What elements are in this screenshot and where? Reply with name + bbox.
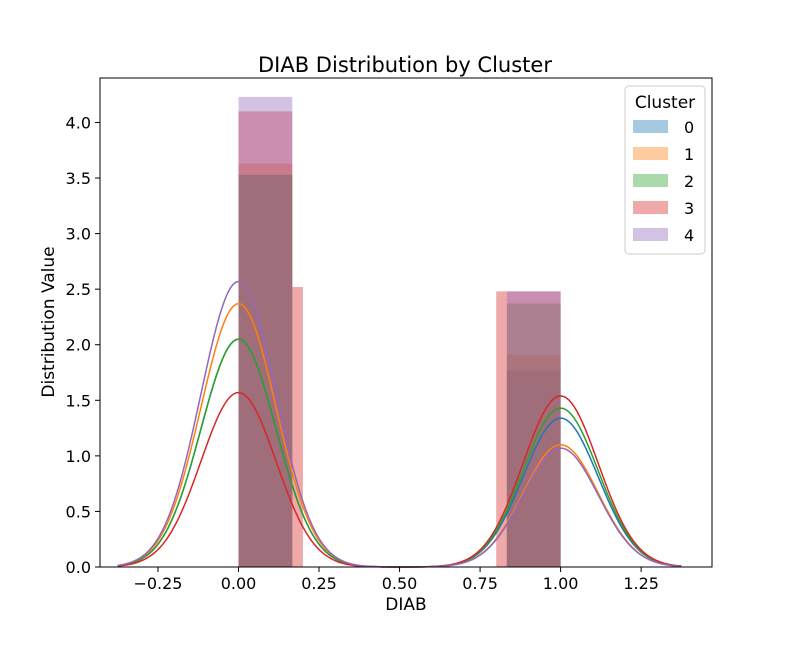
legend: Cluster 0 1 2 3 4 xyxy=(624,85,706,255)
legend-swatch-0 xyxy=(633,120,668,133)
legend-swatch-4 xyxy=(633,228,668,241)
bar-cluster-0-0 xyxy=(238,174,293,567)
kde-line-cluster-2 xyxy=(117,338,682,568)
x-tick-label: 1.25 xyxy=(623,574,659,593)
bar-cluster-3-1 xyxy=(292,286,303,567)
y-tick-label: 1.5 xyxy=(66,391,91,410)
y-tick-label: 0.5 xyxy=(66,502,91,521)
x-tick-label: −0.25 xyxy=(133,574,182,593)
legend-items: 0 1 2 3 4 xyxy=(633,118,694,245)
legend-swatch-1 xyxy=(633,147,668,160)
y-ticks: 0.0 0.5 1.0 1.5 2.0 2.5 3.0 3.5 4.0 xyxy=(66,113,100,577)
x-tick-label: 0.50 xyxy=(382,574,418,593)
y-tick-label: 4.0 xyxy=(66,113,91,132)
legend-label-4: 4 xyxy=(684,226,694,245)
x-tick-label: 0.00 xyxy=(221,574,257,593)
legend-swatch-2 xyxy=(633,174,668,187)
x-tick-label: 0.75 xyxy=(462,574,498,593)
plot-frame xyxy=(99,77,713,568)
chart-title: DIAB Distribution by Cluster xyxy=(258,53,552,77)
kde-line-cluster-1 xyxy=(117,302,682,568)
y-tick-label: 1.0 xyxy=(66,447,91,466)
legend-label-2: 2 xyxy=(684,172,694,191)
legend-swatch-3 xyxy=(633,201,668,214)
legend-label-1: 1 xyxy=(684,145,694,164)
bars-layer xyxy=(238,96,561,567)
bar-cluster-1-1 xyxy=(506,354,561,567)
y-tick-label: 0.0 xyxy=(66,558,91,577)
y-tick-label: 3.0 xyxy=(66,225,91,244)
bar-cluster-0-1 xyxy=(506,370,561,567)
bar-cluster-3-3 xyxy=(506,291,561,567)
legend-label-0: 0 xyxy=(684,118,694,137)
legend-box xyxy=(624,85,706,255)
x-tick-label: 0.25 xyxy=(301,574,337,593)
legend-title: Cluster xyxy=(635,93,695,113)
x-ticks: −0.25 0.00 0.25 0.50 0.75 1.00 1.25 xyxy=(133,567,659,593)
legend-label-3: 3 xyxy=(684,199,694,218)
bar-cluster-4-0 xyxy=(238,96,293,567)
x-axis-label: DIAB xyxy=(385,595,426,615)
y-tick-label: 2.0 xyxy=(66,336,91,355)
bar-cluster-3-2 xyxy=(496,291,507,567)
bar-cluster-4-1 xyxy=(506,291,561,567)
bar-cluster-2-0 xyxy=(238,174,293,567)
kde-line-cluster-0 xyxy=(117,338,682,568)
y-tick-label: 2.5 xyxy=(66,280,91,299)
y-axis-label: Distribution Value xyxy=(39,246,59,397)
kde-line-cluster-3 xyxy=(117,391,682,568)
bar-cluster-3-0 xyxy=(238,111,293,567)
y-tick-label: 3.5 xyxy=(66,169,91,188)
x-tick-label: 1.00 xyxy=(543,574,579,593)
kde-layer xyxy=(117,280,682,568)
